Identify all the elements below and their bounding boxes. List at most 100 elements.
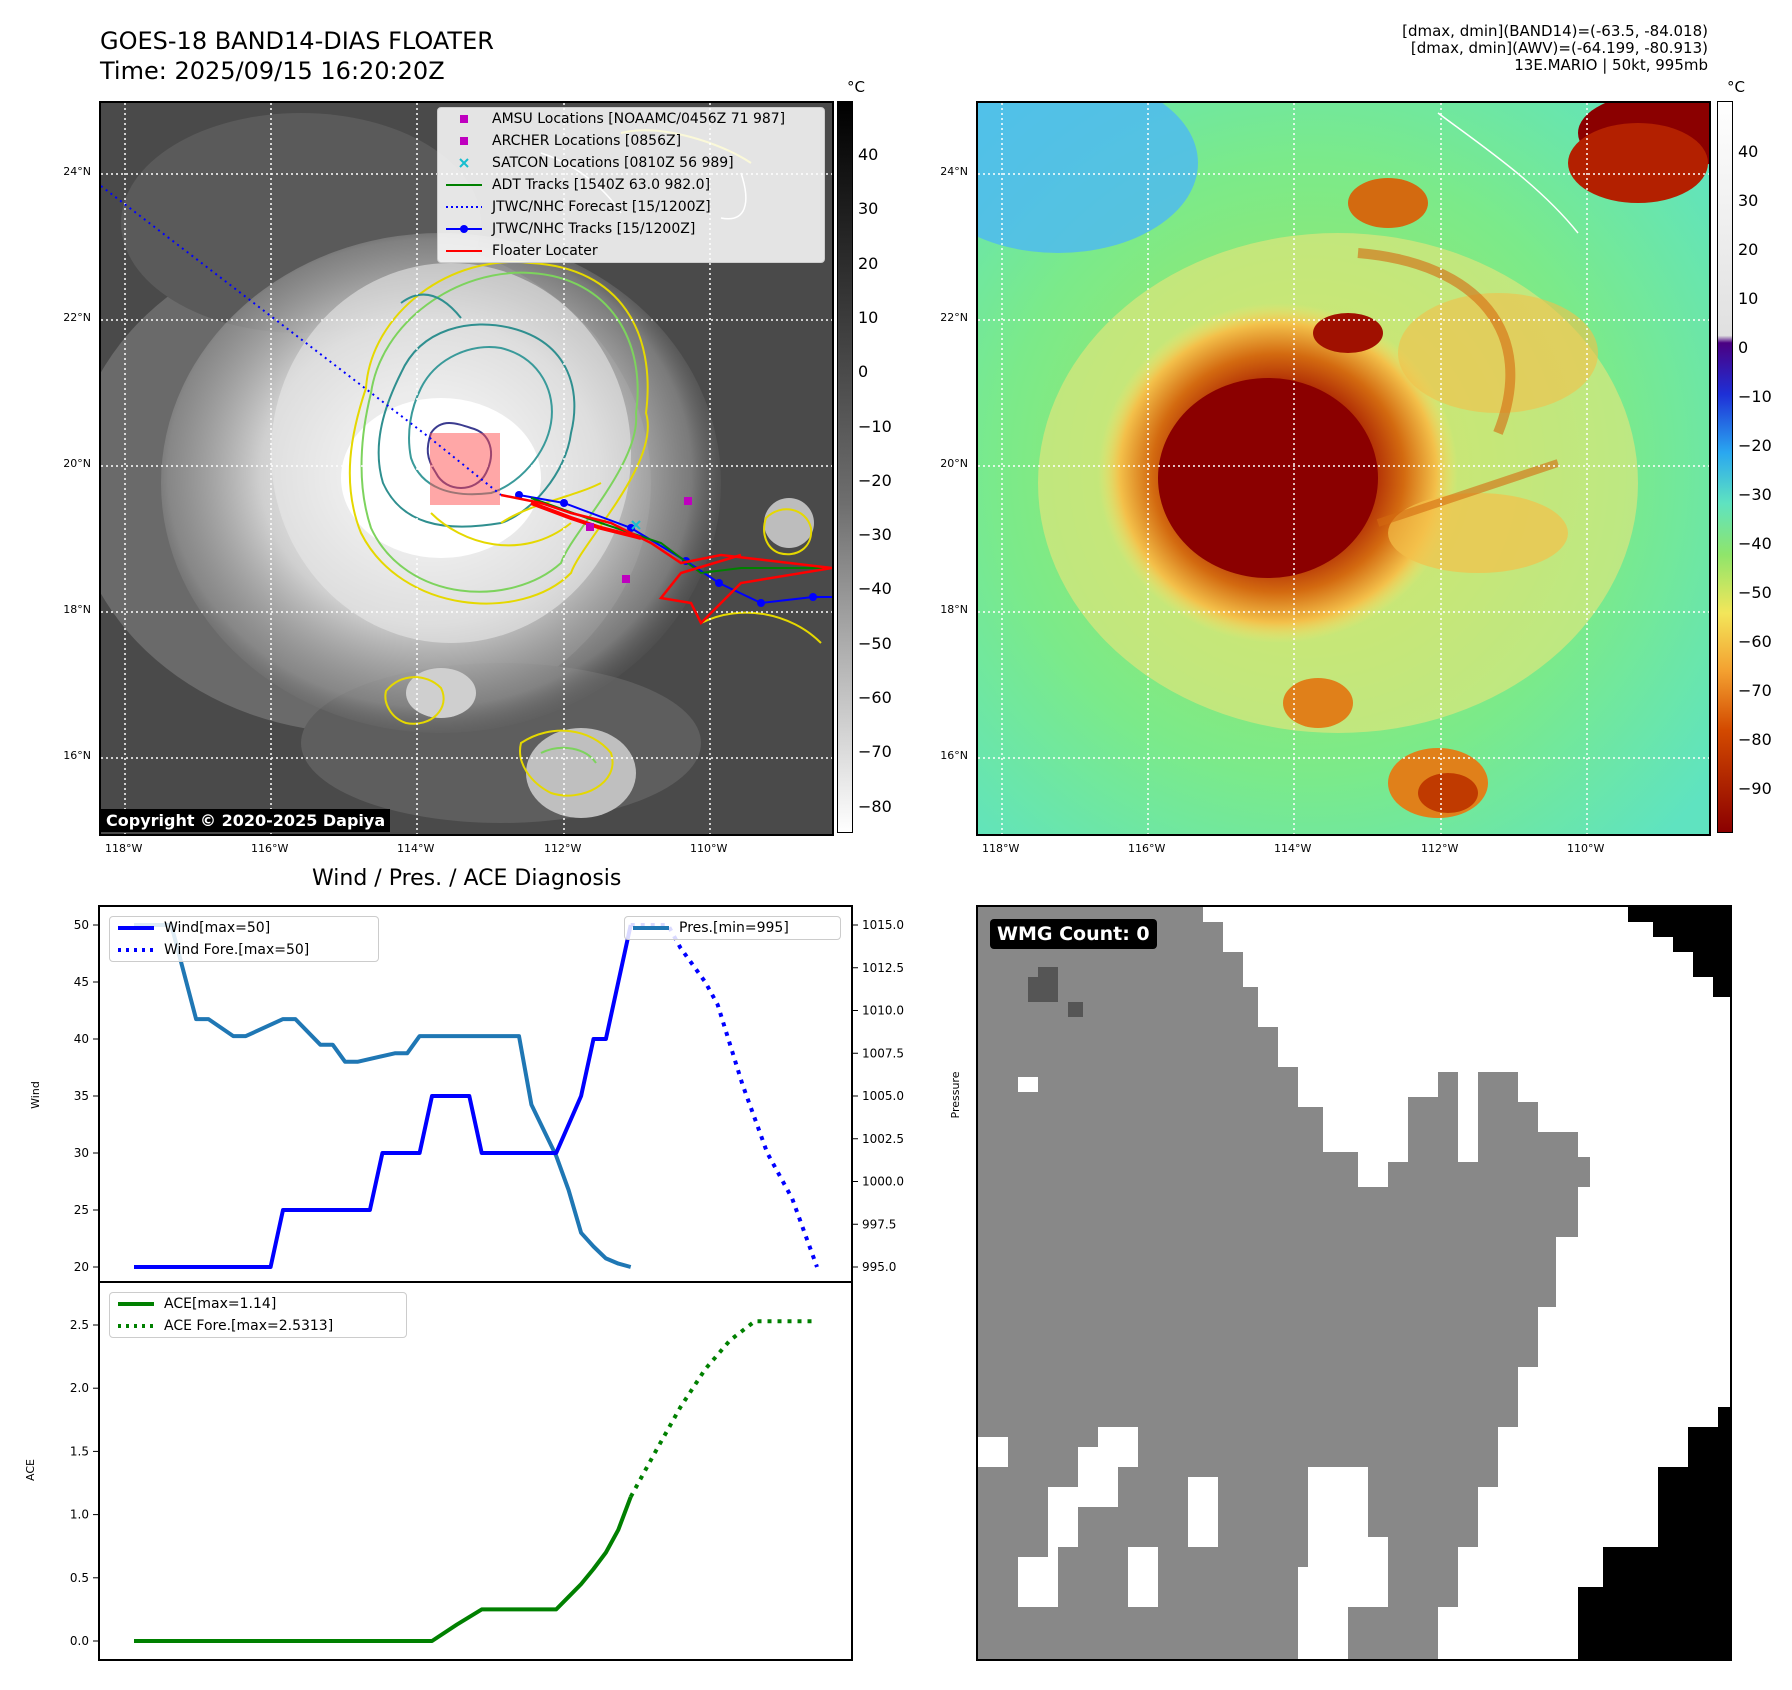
ace-tick-label: 1.5	[70, 1444, 89, 1458]
lat-label: 22°N	[63, 311, 91, 324]
lon-label: 112°W	[544, 842, 582, 855]
ace-line	[134, 1496, 633, 1643]
colorbar-tick: 20	[1738, 240, 1759, 259]
colorbar-tick: −50	[858, 633, 892, 653]
copyright-badge: Copyright © 2020-2025 Dapiya	[101, 809, 391, 832]
legend-item-archer: ARCHER Locations [0856Z]	[438, 130, 824, 152]
wind-legend: Wind[max=50] Wind Fore.[max=50]	[109, 916, 379, 962]
wind-tick-label: 20	[74, 1260, 89, 1274]
colorbar-tick: −40	[858, 579, 892, 599]
colorbar-tick: −10	[858, 416, 892, 436]
legend-item-forecast: JTWC/NHC Forecast [15/1200Z]	[446, 199, 711, 215]
lon-label: 114°W	[397, 842, 435, 855]
colorbar-tick: 40	[858, 145, 879, 164]
colorbar-tick: −40	[1738, 534, 1772, 553]
map1-lon-labels: 118°W 116°W 114°W 112°W 110°W	[99, 842, 830, 862]
colorbar-tick: −80	[1738, 730, 1772, 749]
colorbar-tick: −70	[1738, 681, 1772, 700]
legend-item-tracks: JTWC/NHC Tracks [15/1200Z]	[438, 218, 824, 240]
figure-title: GOES-18 BAND14-DIAS FLOATER	[100, 27, 494, 55]
wmg-panel: WMG Count: 0	[976, 905, 1732, 1661]
ir-map-panel: AMSU Locations [NOAAMC/0456Z 71 987] ARC…	[99, 101, 834, 836]
colorbar-tick: 40	[1738, 142, 1759, 161]
colorbar-tick: −60	[858, 688, 892, 707]
floater-box	[430, 433, 500, 505]
colorbar-tick: −30	[1738, 485, 1772, 504]
ace-tick-label: 2.5	[70, 1318, 89, 1332]
wind-axes-frame	[98, 905, 853, 1283]
pressure-legend: Pres.[min=995]	[624, 916, 841, 940]
colorbar-tick: −30	[858, 525, 892, 545]
info-storm: 13E.MARIO | 50kt, 995mb	[1514, 56, 1708, 74]
colorbar-tick: 0	[858, 362, 869, 382]
lat-label: 22°N	[940, 311, 968, 324]
satcon-marker	[631, 520, 641, 530]
diagnosis-title: Wind / Pres. / ACE Diagnosis	[312, 866, 622, 891]
color-map-panel	[976, 101, 1711, 836]
colorbar-tick: −50	[1738, 583, 1772, 602]
colorbar-tick: −60	[1738, 632, 1772, 651]
info-block: [dmax, dmin](BAND14)=(-63.5, -84.018) [d…	[1402, 23, 1708, 74]
pressure-tick-label: 1010.0	[862, 1004, 904, 1018]
wind-line	[134, 924, 633, 1269]
amsu-marker	[684, 497, 692, 505]
lon-label: 118°W	[105, 842, 143, 855]
legend-item-floater: Floater Locater	[446, 243, 598, 259]
map1-lat-labels: 24°N 22°N 20°N 18°N 16°N	[40, 101, 95, 832]
legend-item-wind: Wind[max=50]	[118, 920, 271, 936]
colorbar-tick: 0	[1738, 338, 1749, 357]
pressure-tick-label: 1012.5	[862, 961, 904, 975]
legend-item-satcon: SATCON Locations [0810Z 56 989]	[438, 152, 824, 174]
ace-forecast-line	[628, 1319, 817, 1498]
wind-tick-label: 35	[74, 1089, 89, 1103]
colorbar-tick: −20	[858, 470, 892, 490]
legend-item-ace: ACE[max=1.14]	[118, 1296, 277, 1312]
pressure-line	[134, 923, 632, 1269]
ace-legend: ACE[max=1.14] ACE Fore.[max=2.5313]	[109, 1292, 407, 1338]
colorbar-tick: 30	[1738, 191, 1759, 210]
pressure-tick-label: 995.0	[862, 1260, 896, 1274]
gray-colorbar-ticks: 40 30 20 10 0 −10 −20 −30 −40 −50 −60 −70 −80	[858, 101, 918, 832]
ace-axis-label: ACE	[24, 1459, 37, 1481]
lat-label: 20°N	[940, 457, 968, 470]
lat-label: 18°N	[63, 603, 91, 616]
colorbar-tick: −10	[1738, 387, 1772, 406]
wind-axis-label: Wind	[29, 1081, 42, 1109]
colorbar-tick: −90	[1738, 779, 1772, 798]
colorbar-tick: 20	[858, 253, 879, 273]
lon-label: 110°W	[690, 842, 728, 855]
forecast-track	[101, 185, 502, 496]
ace-tick-label: 1.0	[70, 1508, 89, 1522]
lat-label: 20°N	[63, 457, 91, 470]
lon-label: 114°W	[1274, 842, 1312, 855]
pressure-tick-label: 1015.0	[862, 918, 904, 932]
wind-tick-label: 50	[74, 918, 89, 932]
lon-label: 118°W	[982, 842, 1020, 855]
lat-label: 16°N	[63, 749, 91, 762]
colorbar-tick: −20	[1738, 436, 1772, 455]
pressure-tick-label: 1000.0	[862, 1175, 904, 1189]
colorbar-tick: 10	[858, 307, 879, 327]
wmg-count-badge: WMG Count: 0	[990, 919, 1157, 949]
legend-item-amsu: AMSU Locations [NOAAMC/0456Z 71 987]	[438, 108, 824, 130]
pressure-tick-label: 997.5	[862, 1217, 896, 1231]
ace-tick-label: 2.0	[70, 1381, 89, 1395]
pressure-tick-label: 1002.5	[862, 1132, 904, 1146]
legend-item-ace-fore: ACE Fore.[max=2.5313]	[118, 1318, 334, 1334]
lat-label: 24°N	[940, 165, 968, 178]
lon-label: 112°W	[1421, 842, 1459, 855]
map2-lon-labels: 118°W 116°W 114°W 112°W 110°W	[976, 842, 1707, 862]
wind-tick-label: 25	[74, 1203, 89, 1217]
gray-colorbar	[837, 101, 853, 833]
ace-tick-label: 0.0	[70, 1634, 89, 1648]
color-colorbar-unit: °C	[1727, 78, 1745, 96]
info-band14: [dmax, dmin](BAND14)=(-63.5, -84.018)	[1402, 22, 1708, 40]
ace-tick-label: 0.5	[70, 1571, 89, 1585]
lon-label: 116°W	[1128, 842, 1166, 855]
colorbar-tick: −70	[858, 742, 892, 762]
legend-item-pressure: Pres.[min=995]	[633, 920, 789, 936]
pressure-axis-label: Pressure	[949, 1071, 962, 1118]
info-awv: [dmax, dmin](AWV)=(-64.199, -80.913)	[1410, 39, 1708, 57]
color-map-image	[978, 103, 1709, 834]
ace-axes-frame	[98, 1281, 853, 1661]
